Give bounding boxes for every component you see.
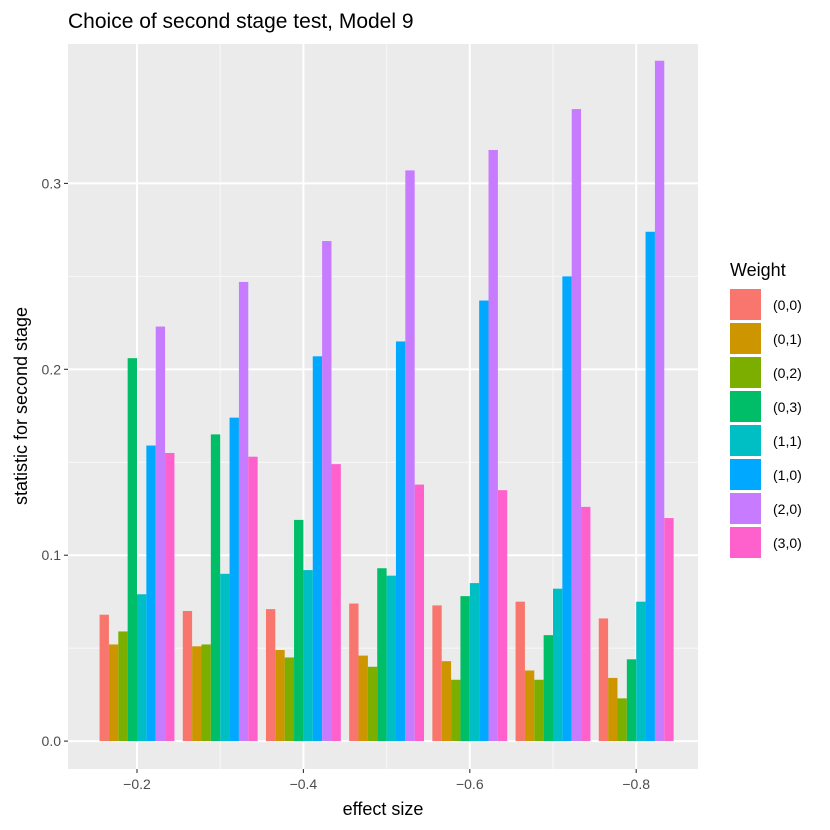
chart-title: Choice of second stage test, Model 9 [68, 10, 414, 33]
x-tick-label: −0.4 [290, 776, 318, 792]
legend-key [730, 493, 761, 524]
legend-key [730, 357, 761, 388]
bar-3-0-3 [414, 484, 425, 742]
x-tick-label: −0.2 [123, 776, 151, 792]
legend-key [730, 527, 761, 558]
bar-0-3-6 [626, 659, 637, 742]
y-axis: 0.0 0.1 0.2 0.3 [42, 175, 68, 749]
bar-0-0-5 [515, 601, 525, 742]
bar-3-0-4 [497, 490, 508, 742]
bar-0-1-2 [275, 650, 285, 742]
y-tick-label: 0.1 [42, 547, 62, 563]
bar-2-0-2 [322, 241, 332, 742]
bar-1-1-4 [469, 583, 480, 742]
bar-2-0-6 [654, 60, 665, 742]
bar-0-2-1 [201, 644, 211, 742]
bar-1-1-1 [220, 573, 230, 742]
bar-0-0-6 [598, 618, 609, 742]
legend-key [730, 289, 761, 320]
bar-1-1-2 [303, 570, 313, 742]
legend-label: (2,0) [773, 501, 802, 517]
bar-1-0-4 [479, 300, 489, 742]
bar-0-1-3 [358, 655, 368, 742]
x-axis-title: effect size [343, 799, 424, 819]
bar-1-1-6 [636, 601, 646, 742]
bar-1-0-1 [229, 417, 239, 742]
bar-3-0-2 [331, 464, 341, 742]
legend-label: (1,0) [773, 467, 802, 483]
bar-1-0-2 [312, 356, 323, 742]
bar-0-3-4 [460, 596, 470, 742]
legend-key [730, 323, 761, 354]
bar-0-0-2 [265, 609, 276, 742]
y-axis-title: statistic for second stage [11, 307, 31, 505]
legend-key [730, 425, 761, 456]
bar-0-1-4 [441, 661, 452, 742]
bar-2-0-3 [405, 170, 415, 742]
legend-label: (1,1) [773, 433, 802, 449]
bar-3-0-0 [165, 452, 175, 742]
bar-0-1-6 [608, 677, 618, 742]
bar-0-3-2 [294, 519, 304, 742]
bar-1-0-5 [562, 276, 572, 742]
bar-0-3-5 [543, 635, 553, 742]
bar-0-2-4 [451, 679, 461, 742]
bar-2-0-1 [238, 281, 249, 742]
bar-0-2-0 [118, 631, 128, 742]
bar-0-0-3 [349, 603, 359, 742]
x-tick-label: −0.8 [622, 776, 650, 792]
bar-0-1-0 [108, 644, 119, 742]
legend-label: (0,3) [773, 399, 802, 415]
legend-label: (0,1) [773, 331, 802, 347]
bar-3-0-1 [248, 456, 258, 742]
x-axis: −0.2 −0.4 −0.6 −0.8 [123, 769, 650, 792]
bar-3-0-6 [664, 518, 674, 742]
bar-2-0-0 [155, 326, 166, 742]
y-tick-label: 0.2 [42, 361, 62, 377]
bar-0-3-3 [377, 568, 387, 742]
bar-1-0-3 [395, 341, 406, 742]
legend-title: Weight [730, 260, 786, 280]
bar-2-0-4 [488, 149, 498, 742]
bar-1-0-6 [645, 231, 655, 742]
bar-0-3-1 [210, 434, 221, 742]
bar-0-2-6 [617, 698, 627, 742]
bar-0-2-5 [534, 679, 544, 742]
bar-0-2-3 [367, 666, 378, 742]
bar-1-1-0 [137, 594, 147, 742]
bar-1-1-3 [386, 575, 396, 742]
y-tick-label: 0.0 [42, 733, 62, 749]
bar-0-0-0 [99, 614, 109, 742]
legend-label: (0,2) [773, 365, 802, 381]
legend-label: (0,0) [773, 297, 802, 313]
bar-0-1-5 [524, 670, 535, 742]
bar-0-0-1 [182, 610, 193, 742]
bar-1-0-0 [146, 445, 156, 742]
y-tick-label: 0.3 [42, 175, 62, 191]
legend-key [730, 391, 761, 422]
legend-key [730, 459, 761, 490]
x-tick-label: −0.6 [456, 776, 484, 792]
bar-0-2-2 [284, 657, 295, 742]
legend-items: (0,0) (0,1) (0,2) (0,3) (1,1) (1,0) (2,0) (3,0) [730, 289, 802, 558]
bar-3-0-5 [581, 506, 591, 742]
bar-0-3-0 [127, 358, 137, 742]
bar-2-0-5 [571, 109, 582, 742]
bar-0-0-4 [432, 605, 442, 742]
legend: Weight (0,0) (0,1) (0,2) (0,3) (1,1) (1,0) (2,… [730, 260, 802, 558]
legend-label: (3,0) [773, 535, 802, 551]
bar-1-1-5 [553, 588, 563, 742]
bars [99, 60, 674, 742]
bar-0-1-1 [192, 646, 202, 742]
